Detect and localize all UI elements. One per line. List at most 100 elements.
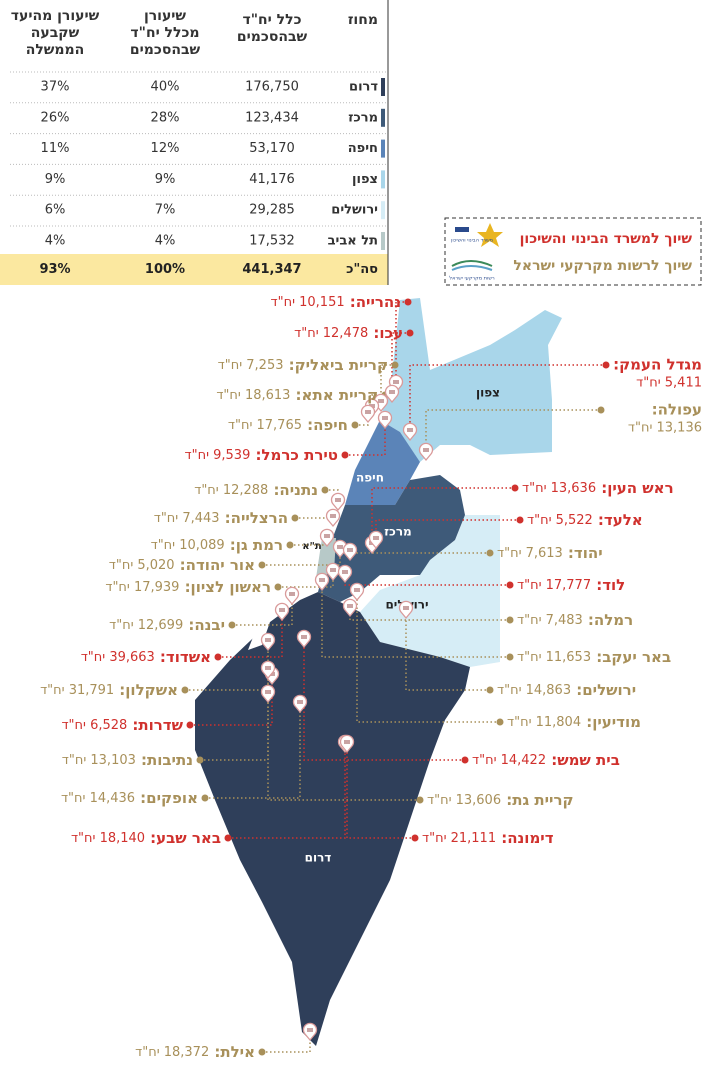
pin-icon (389, 390, 395, 394)
city-units: 18,613 יח"ד (216, 388, 290, 403)
region-haifa (345, 420, 420, 505)
legend-entry: שיוך למשרד הבינוי והשיכון (520, 231, 693, 247)
pin-icon (347, 604, 353, 608)
leader-dot (186, 721, 194, 729)
leader-dot (291, 514, 299, 522)
pin-icon (347, 548, 353, 552)
district-name: דרום (349, 80, 378, 95)
leader-dot (258, 1048, 266, 1056)
district-name: חיפה (348, 141, 378, 156)
table-cell: 176,750 (245, 80, 299, 95)
logo-text: משרד הבינוי והשיכון (451, 238, 493, 244)
leader-dot (181, 686, 189, 694)
region-label: ת"א (302, 541, 321, 552)
city-units: 5,522 יח"ד (527, 513, 593, 528)
logo-text: רשות מקרקעי ישראל (449, 276, 495, 282)
leader-dot (341, 451, 349, 459)
city-units: 13,136 יח"ד (628, 421, 702, 436)
leader-line (355, 422, 369, 426)
district-swatch (381, 232, 385, 250)
pin-icon (265, 690, 271, 694)
leader-dot (496, 718, 504, 726)
legend-box (444, 217, 702, 286)
city-name: אילת: (214, 1043, 255, 1061)
city-name: נתניה: (273, 481, 318, 499)
city-name: לוד: (596, 576, 625, 594)
leader-line (409, 364, 606, 440)
table-header: שיעורן (144, 8, 186, 24)
city-units: 11,653 יח"ד (517, 650, 591, 665)
city-label: ראש העין: 13,636 יח"ד (522, 478, 674, 497)
region-label: מרכז (384, 525, 412, 539)
city-name: קריית גת: (506, 791, 573, 809)
city-units: 5,411 יח"ד (636, 376, 702, 391)
pin-icon (319, 578, 325, 582)
city-name: ראש העין: (601, 479, 673, 497)
table-cell: 7% (155, 203, 176, 218)
logo-icon (451, 223, 503, 271)
city-label: יבנה: 12,699 יח"ד (109, 615, 225, 634)
city-name: רמלה: (588, 611, 633, 629)
pin-icon (423, 448, 429, 452)
city-units: 6,528 יח"ד (61, 718, 127, 733)
leader-dot (506, 581, 514, 589)
district-swatch (381, 78, 385, 96)
pin-icon (289, 592, 295, 596)
leader-line (232, 604, 293, 626)
city-label: טירת כרמל: 9,539 יח"ד (185, 445, 338, 464)
city-units: 21,111 יח"ד (422, 831, 496, 846)
leader-dot (602, 361, 610, 369)
table-header: שיעורן מהיעד (11, 8, 100, 24)
total-row-bg (0, 254, 388, 285)
leader-line (325, 489, 339, 510)
city-name: חיפה: (307, 416, 348, 434)
markers (260, 374, 434, 1042)
table-header: שבהסכמים (130, 42, 201, 58)
leader-line (303, 647, 465, 761)
leader-dot (274, 583, 282, 591)
table-cell: 41,176 (249, 172, 295, 187)
leader-dot (286, 541, 294, 549)
legend: שיוך למשרד הבינוי והשיכון שיוך לרשות מקרק… (449, 231, 692, 282)
pin-icon (382, 416, 388, 420)
city-units: 10,151 יח"ד (271, 295, 345, 310)
pin-icon (344, 740, 350, 744)
total-cell: 100% (145, 262, 185, 277)
city-label: נתיבות: 13,103 יח"ד (62, 750, 193, 769)
leader-line (356, 600, 500, 723)
city-label: אלעד: 5,522 יח"ד (527, 510, 643, 529)
leader-dot (506, 653, 514, 661)
city-units: 13,636 יח"ד (522, 481, 596, 496)
leader-dot (486, 549, 494, 557)
leader-dot (321, 486, 329, 494)
city-label: בית שמש: 14,422 יח"ד (472, 750, 620, 769)
pin-icon (393, 380, 399, 384)
leader-line (262, 1040, 311, 1053)
table-cell: 123,434 (245, 110, 299, 125)
leader-dot (404, 298, 412, 306)
city-label: שדרות: 6,528 יח"ד (61, 715, 183, 734)
city-units: 14,436 יח"ד (61, 791, 135, 806)
city-label: אור יהודה: 5,020 יח"ד (109, 555, 255, 574)
leader-dot (196, 756, 204, 764)
pin-icon (365, 410, 371, 414)
district-swatch (381, 201, 385, 220)
pin-icon (337, 545, 343, 549)
city-label: הרצלייה: 7,443 יח"ד (154, 508, 288, 527)
region-label: חיפה (356, 471, 384, 485)
pin-icon (330, 514, 336, 518)
leader-line (349, 616, 510, 621)
leader-dot (597, 406, 605, 414)
table-cell: 17,532 (249, 234, 295, 249)
leader-dot (461, 756, 469, 764)
total-cell: סה"כ (346, 262, 378, 277)
leader-line (295, 517, 334, 526)
city-name: עכו: (373, 324, 403, 342)
table-header: הממשלה (26, 42, 85, 58)
leader-line (218, 620, 283, 658)
leader-dot (224, 834, 232, 842)
table-cell: 4% (155, 234, 176, 249)
pin-icon (307, 1028, 313, 1032)
city-label: באר יעקב: 11,653 יח"ד (517, 647, 671, 666)
district-swatch (381, 170, 385, 189)
